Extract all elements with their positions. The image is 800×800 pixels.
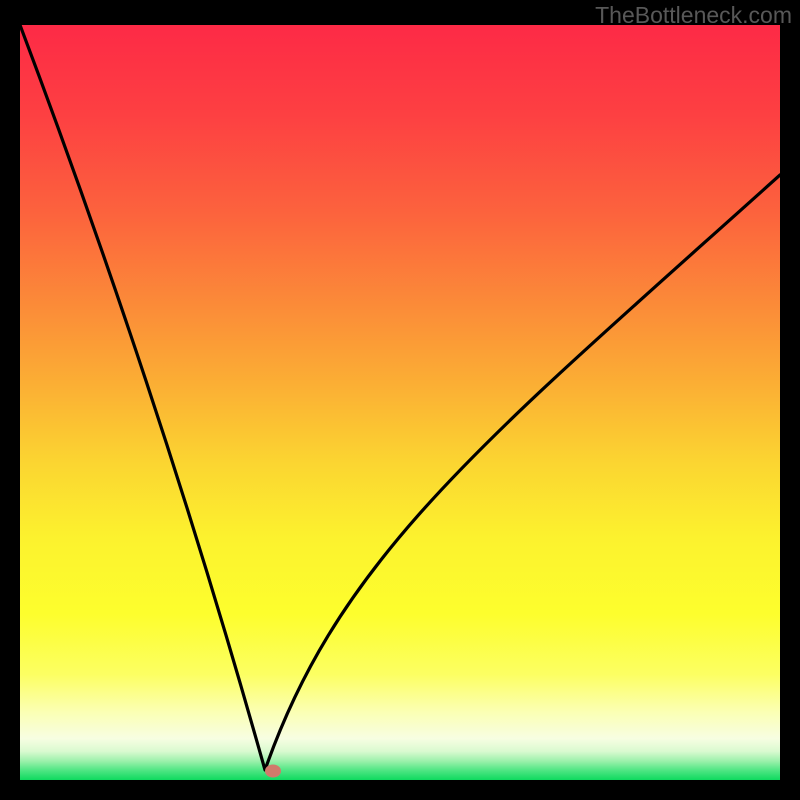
chart-svg [20, 25, 780, 780]
chart-frame: TheBottleneck.com [0, 0, 800, 800]
vertex-marker [265, 765, 281, 778]
plot-area [20, 25, 780, 780]
gradient-background [20, 25, 780, 780]
watermark-text: TheBottleneck.com [595, 2, 792, 29]
